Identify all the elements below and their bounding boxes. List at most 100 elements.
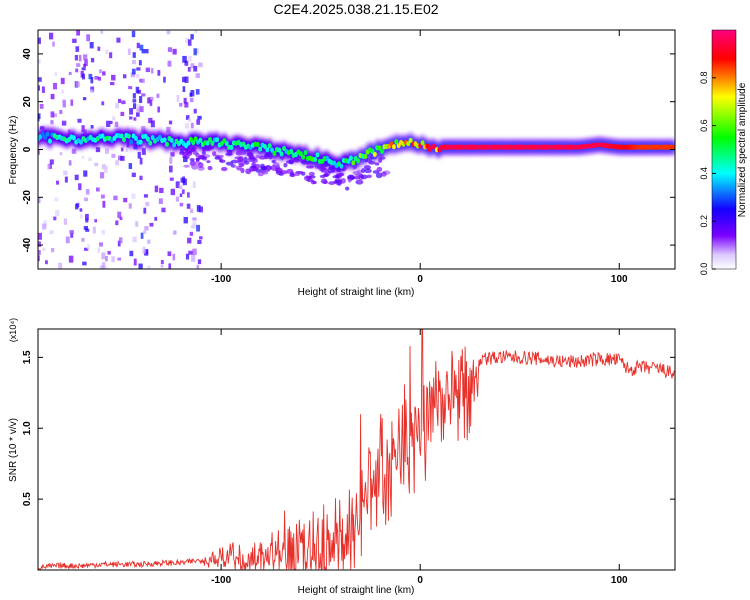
noise-speckle [115,160,120,166]
noise-speckle [49,159,54,165]
noise-speckle [55,210,60,217]
halo-speckle [238,163,245,167]
halo-speckle [337,172,345,177]
noise-speckle [121,100,126,105]
ridge-core-point [150,135,155,141]
ridge-core-point [363,153,368,160]
noise-speckle [170,152,175,157]
noise-speckle [38,232,42,240]
noise-speckle [138,263,143,269]
noise-speckle [38,59,41,64]
noise-speckle [97,76,102,81]
spectrogram-y-tick-label: -20 [22,190,33,205]
noise-speckle [81,67,86,71]
noise-speckle [187,39,192,46]
halo-speckle [183,164,190,168]
ridge-core-point [121,137,126,143]
halo-speckle [372,170,380,174]
noise-speckle [126,141,130,148]
noise-speckle [145,67,150,73]
ridge-core-point [129,139,134,145]
noise-speckle [97,247,101,253]
noise-speckle [62,100,66,108]
ridge-core-point [377,145,382,151]
halo-speckle [374,162,380,166]
noise-speckle [92,226,96,234]
noise-speckle [47,163,51,170]
noise-speckle [138,60,142,66]
noise-speckle [50,120,54,125]
noise-speckle [74,55,79,61]
noise-speckle [175,181,180,189]
noise-speckle [109,120,113,125]
ridge-core-point [205,140,210,146]
noise-speckle [142,246,146,254]
noise-speckle [144,49,149,54]
noise-speckle [169,157,173,164]
halo-speckle [286,168,294,174]
halo-speckle [289,173,295,177]
noise-speckle [79,208,83,212]
noise-speckle [89,42,94,49]
halo-speckle [360,174,368,180]
noise-speckle [63,170,68,176]
snr-x-ticks: -100 0 100 [211,329,628,586]
noise-speckle [88,73,93,80]
noise-speckle [185,253,190,260]
noise-speckle [136,74,140,79]
noise-speckle [85,189,90,195]
snr-y-axis-label: SNR (10 * v/v) [8,418,19,482]
halo-speckle [368,160,376,165]
ridge-core-point [267,143,272,149]
noise-speckle [168,120,173,125]
noise-speckle [189,208,194,213]
noise-speckle [129,250,134,257]
ridge-core-point [148,140,153,146]
noise-speckle [38,197,41,204]
noise-speckle [198,62,203,68]
noise-speckle [120,111,125,117]
noise-speckle [83,54,88,61]
ridge-core-point [255,141,260,148]
noise-speckle [38,149,40,155]
ridge-core-point [224,140,229,146]
noise-speckle [75,46,80,52]
noise-speckle [75,81,80,88]
noise-speckle [51,248,55,253]
noise-speckle [172,253,176,261]
noise-speckle [166,30,171,35]
colorbar-tick-label: 0.2 [699,215,709,228]
noise-speckle [163,76,166,83]
noise-speckle [147,97,151,104]
ridge-core-point [193,136,198,142]
noise-speckle [136,108,140,113]
noise-speckle [63,218,68,225]
noise-speckle [83,226,88,230]
halo-speckle [294,171,301,177]
noise-speckle [85,228,90,232]
halo-speckle [344,186,350,191]
halo-speckle [375,172,383,179]
halo-speckle [272,162,280,169]
noise-speckle [107,251,111,255]
ridge-core-point [162,137,167,143]
noise-speckle [136,42,140,49]
noise-speckle [59,152,63,156]
ridge-core-point [198,137,203,143]
ridge-core-point [43,134,48,140]
spectrogram-x-axis-label: Height of straight line (km) [298,287,415,298]
noise-speckle [141,49,145,54]
noise-speckle [192,217,197,221]
halo-speckle [238,155,244,162]
noise-speckle [190,34,194,40]
noise-speckle [197,239,202,245]
noise-speckle [61,120,67,126]
ridge-core-point [262,143,267,150]
noise-speckle [199,236,203,240]
noise-speckle [41,86,45,93]
ridge-core-point [356,158,361,164]
halo-speckle [206,160,211,164]
noise-speckle [184,76,189,83]
noise-speckle [83,63,86,68]
halo-speckle [243,156,248,163]
